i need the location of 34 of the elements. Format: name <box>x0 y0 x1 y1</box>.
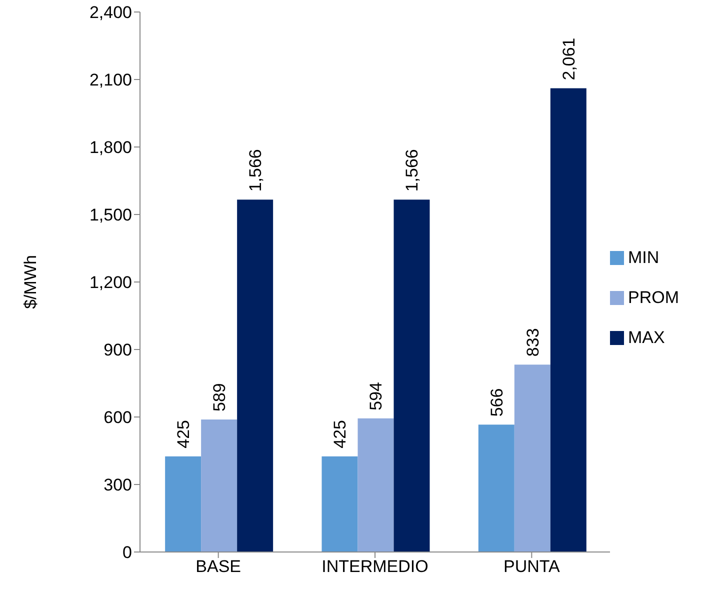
data-label: 425 <box>174 420 194 448</box>
y-tick-label: 1,800 <box>89 138 132 158</box>
legend-label: PROM <box>628 288 679 306</box>
y-tick-label: 300 <box>104 476 132 495</box>
x-tick-label: PUNTA <box>503 557 560 576</box>
y-tick-label: 2,400 <box>89 3 132 22</box>
bar <box>322 456 358 552</box>
bar <box>514 364 550 552</box>
bar <box>478 424 514 552</box>
y-tick-label: 900 <box>104 340 132 360</box>
data-label: 589 <box>210 383 230 412</box>
bar <box>394 200 430 552</box>
bar <box>550 88 586 552</box>
data-label: 566 <box>487 388 506 417</box>
data-label: 1,566 <box>246 149 266 192</box>
legend-label: MAX <box>628 328 665 346</box>
bar <box>237 200 274 552</box>
data-label: 833 <box>523 328 542 357</box>
data-label: 594 <box>366 382 386 410</box>
y-tick-label: 0 <box>122 543 132 562</box>
y-tick-label: 1,200 <box>89 273 132 292</box>
bar <box>165 456 202 552</box>
bar <box>358 418 394 552</box>
y-tick-label: 1,500 <box>89 206 132 225</box>
x-tick-label: INTERMEDIO <box>322 557 428 576</box>
legend-label: MIN <box>628 248 660 266</box>
y-axis-title: $/MWh <box>21 255 40 309</box>
data-label: 2,061 <box>559 38 578 80</box>
bar <box>201 419 238 552</box>
y-tick-label: 600 <box>104 408 132 428</box>
data-label: 425 <box>330 420 350 448</box>
y-tick-label: 2,100 <box>89 70 132 90</box>
x-tick-label: BASE <box>196 557 242 576</box>
data-label: 1,566 <box>402 149 422 192</box>
